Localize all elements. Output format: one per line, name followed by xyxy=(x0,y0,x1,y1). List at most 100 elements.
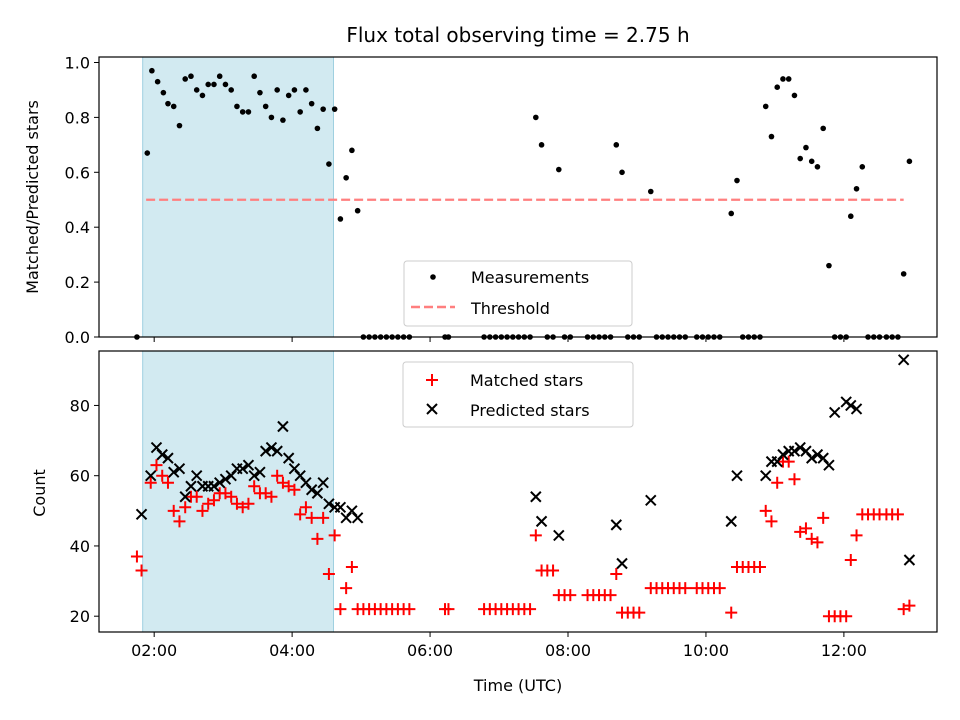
measurement-point xyxy=(251,73,257,80)
measurement-point xyxy=(262,103,269,110)
matched-star-point xyxy=(179,501,192,514)
matched-star-point xyxy=(271,469,284,482)
matched-star-point xyxy=(299,501,312,514)
matched-star-point xyxy=(242,497,255,510)
measurement-point xyxy=(734,177,740,184)
measurement-point xyxy=(222,81,229,88)
highlight-span-bottom xyxy=(142,350,335,633)
matched-star-point xyxy=(891,508,904,521)
measurement-point xyxy=(144,150,151,156)
predicted-star-point xyxy=(897,354,910,366)
bottom-y-tick-label: 20 xyxy=(70,607,90,626)
measurement-point xyxy=(188,73,194,80)
chart-title: Flux total observing time = 2.75 h xyxy=(346,23,689,47)
predicted-star-point xyxy=(242,459,255,471)
matched-star-point xyxy=(207,494,220,507)
bottom-frame xyxy=(98,350,938,633)
predicted-star-point xyxy=(645,494,657,506)
measurement-point xyxy=(331,106,338,112)
predicted-star-point xyxy=(191,469,203,482)
measurement-point xyxy=(853,185,860,192)
top-y-tick-label: 0.6 xyxy=(65,163,90,182)
top-y-tick-label: 0.2 xyxy=(65,273,90,292)
x-axis-label: Time (UTC) xyxy=(473,676,562,695)
matched-star-point xyxy=(840,610,853,623)
predicted-star-point xyxy=(168,466,180,478)
matched-star-point xyxy=(345,561,358,574)
predicted-star-point xyxy=(311,487,324,499)
matched-star-point xyxy=(167,504,180,517)
bottom-x-tick-label: 10:00 xyxy=(683,641,729,660)
measurement-point xyxy=(245,109,252,115)
matched-star-point xyxy=(713,582,726,595)
predicted-star-point xyxy=(828,406,841,419)
measurement-point xyxy=(228,87,234,93)
measurement-point xyxy=(337,216,344,222)
matched-star-point xyxy=(150,459,163,472)
measurement-point xyxy=(814,164,821,170)
measurement-point xyxy=(182,76,189,82)
measurement-point xyxy=(297,109,303,115)
measurement-point xyxy=(808,158,815,165)
y-axis-label-top: Matched/Predicted stars xyxy=(23,100,42,294)
measurement-point xyxy=(847,213,854,220)
matched-star-point xyxy=(788,473,801,486)
top-y-tick-label: 0.4 xyxy=(65,218,90,237)
measurement-point xyxy=(211,81,217,88)
matched-star-point xyxy=(265,490,278,503)
matched-star-point xyxy=(294,508,307,521)
measurement-point xyxy=(343,174,349,181)
predicted-star-point xyxy=(219,473,232,485)
measurement-point xyxy=(274,87,280,93)
top-frame xyxy=(98,56,938,338)
measurement-point xyxy=(768,133,775,140)
measurement-point xyxy=(280,117,286,123)
measurement-point xyxy=(533,114,539,121)
matched-star-point xyxy=(225,490,238,503)
predicted-star-point xyxy=(553,529,565,542)
predicted-star-point xyxy=(277,420,289,433)
matched-star-point xyxy=(196,504,209,517)
matched-star-point xyxy=(844,553,857,566)
matched-star-point xyxy=(529,529,542,542)
predicted-star-point xyxy=(777,448,789,461)
bottom-axes: 02:00 04:00 06:00 08:00 10:00 12:00 20 40 60 80 xyxy=(70,350,938,660)
predicted-star-point xyxy=(248,469,260,482)
matched-star-point xyxy=(759,504,772,517)
count-panel: 02:00 04:00 06:00 08:00 10:00 12:00 20 40 60 80 C… xyxy=(30,350,938,695)
measurement-point xyxy=(326,161,332,167)
bottom-y-tick-label: 60 xyxy=(70,467,90,486)
predicted-star-point xyxy=(850,403,863,415)
matched-star-point xyxy=(442,603,455,616)
matched-star-point xyxy=(765,515,778,528)
matched-star-point xyxy=(610,568,623,581)
matched-star-point xyxy=(144,476,157,489)
ratio-panel: 0.0 0.2 0.4 0.6 0.8 1.0 Matched/Predicted sta… xyxy=(23,53,938,347)
matched-star-point xyxy=(524,603,537,616)
predicted-star-point xyxy=(323,498,335,510)
legend-measurements-marker xyxy=(430,274,436,280)
predicted-star-point xyxy=(616,557,628,570)
measurement-point xyxy=(556,166,562,173)
matched-star-point xyxy=(903,599,916,612)
count-points xyxy=(130,354,916,623)
measurement-point xyxy=(216,73,223,80)
measurement-point xyxy=(308,100,315,107)
measurement-point xyxy=(906,158,913,165)
matched-star-point xyxy=(288,483,301,496)
predicted-star-point xyxy=(317,477,329,489)
measurement-point xyxy=(762,103,769,110)
matched-star-point xyxy=(753,561,766,574)
predicted-star-point xyxy=(794,441,806,454)
bottom-x-tick-label: 08:00 xyxy=(545,641,591,660)
measurement-point xyxy=(803,144,809,151)
matched-star-point xyxy=(817,511,830,524)
predicted-star-point xyxy=(811,448,824,461)
matched-star-point xyxy=(799,522,812,535)
matched-star-point xyxy=(633,606,646,619)
y-axis-label-bottom: Count xyxy=(30,469,49,517)
matched-star-point xyxy=(811,536,824,549)
matched-star-point xyxy=(311,532,324,545)
bottom-x-tick-label: 12:00 xyxy=(821,641,867,660)
